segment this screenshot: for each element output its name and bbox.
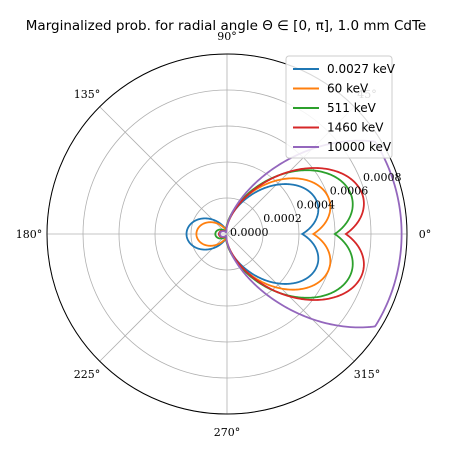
legend: 0.0027 keV 60 keV 511 keV 1460 keV 10000 keV [285,55,396,159]
legend-label: 60 keV [327,82,369,96]
radial-tick-label: 0.0004 [297,198,336,211]
angle-tick-label: 225° [74,368,101,381]
angle-tick-label: 180° [16,228,43,241]
legend-label: 0.0027 keV [327,62,396,76]
legend-label: 511 keV [327,101,377,115]
radial-tick-label: 0.0006 [330,185,369,198]
angle-tick-label: 315° [354,368,381,381]
legend-label: 1460 keV [327,121,384,135]
series-line-4 [218,139,403,329]
chart-title: Marginalized prob. for radial angle Θ ∈ … [26,18,426,34]
angular-gridline [99,233,228,362]
radial-tick-label: 0.0008 [363,171,402,184]
angle-tick-label: 90° [217,30,237,43]
angle-tick-label: 0° [419,228,432,241]
series-curves [185,139,403,329]
angular-gridline [226,233,355,362]
outer-frame [46,53,408,415]
legend-label: 10000 keV [327,140,392,154]
legend-box [285,55,393,159]
series-line-1 [195,177,332,291]
polar-frame [46,53,408,415]
radial-tick-label: 0.0002 [263,212,302,225]
angular-gridline [99,106,228,235]
angle-tick-label: 270° [214,426,241,439]
radial-tick-label: 0.0000 [230,226,269,239]
angle-tick-label: 135° [74,88,101,101]
series-line-0 [185,183,320,285]
